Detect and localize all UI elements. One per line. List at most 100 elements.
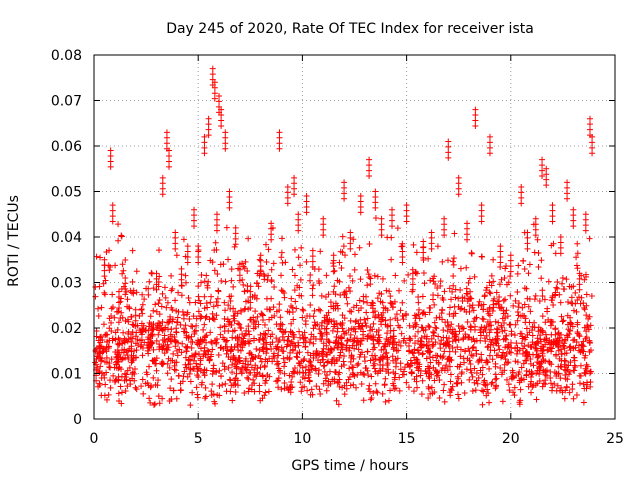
data-point [409,270,416,277]
data-point [173,395,180,402]
data-point [399,243,406,250]
data-point [515,300,522,307]
data-point [484,386,491,393]
data-point [255,283,262,290]
data-point [118,233,125,240]
data-point [534,236,541,243]
data-point [128,348,135,355]
data-point [538,257,545,264]
data-point [291,185,298,192]
data-point [558,351,565,358]
data-point [556,355,563,362]
data-point [146,323,153,330]
data-point [540,369,547,376]
data-point [309,247,316,254]
data-point [242,339,249,346]
data-point [207,329,214,336]
data-point [286,384,293,391]
data-point [203,272,210,279]
data-point [247,337,254,344]
data-point [194,365,201,372]
data-point [533,396,540,403]
data-point [476,356,483,363]
data-point [271,283,278,290]
data-point [321,368,328,375]
data-point [233,364,240,371]
data-point [512,358,519,365]
data-point [247,316,254,323]
data-point [478,218,485,225]
data-point [132,340,139,347]
data-point [334,344,341,351]
data-point [104,338,111,345]
data-point [156,297,163,304]
data-point [433,314,440,321]
data-point [413,373,420,380]
data-point [196,351,203,358]
data-point [317,248,324,255]
data-point [163,134,170,141]
data-point [256,382,263,389]
data-point [341,179,348,186]
data-point [519,304,526,311]
data-point [289,373,296,380]
data-point [370,320,377,327]
data-point [502,356,509,363]
data-point [373,388,380,395]
data-point [320,221,327,228]
data-point [478,207,485,214]
data-point [261,334,268,341]
data-point [568,320,575,327]
data-point [344,300,351,307]
data-point [464,236,471,243]
data-point [518,189,525,196]
data-point [216,367,223,374]
data-point [333,334,340,341]
data-point [367,281,374,288]
data-point [347,234,354,241]
data-point [354,362,361,369]
data-point [117,315,124,322]
data-point [537,326,544,333]
data-point [549,218,556,225]
data-point [362,364,369,371]
data-point [382,375,389,382]
data-point [542,319,549,326]
data-point [426,324,433,331]
data-point [206,316,213,323]
data-point [403,202,410,209]
data-point [174,319,181,326]
data-point [570,345,577,352]
data-point [387,293,394,300]
data-point [347,317,354,324]
data-point [524,229,531,236]
data-point [550,240,557,247]
data-point [347,331,354,338]
data-point [440,334,447,341]
data-point [122,374,129,381]
data-point [446,348,453,355]
data-point [405,271,412,278]
data-point [115,221,122,228]
data-point [323,329,330,336]
data-point [584,363,591,370]
data-point [367,275,374,282]
data-point [205,132,212,139]
data-point [543,171,550,178]
data-point [559,318,566,325]
data-point [201,321,208,328]
data-point [226,193,233,200]
data-point [289,309,296,316]
data-point [561,395,568,402]
data-point [410,241,417,248]
data-point [398,330,405,337]
data-point [557,250,564,257]
data-point [146,363,153,370]
data-point [109,202,116,209]
data-point [570,212,577,219]
data-point [214,295,221,302]
data-point [226,319,233,326]
data-point [577,372,584,379]
data-point [431,377,438,384]
